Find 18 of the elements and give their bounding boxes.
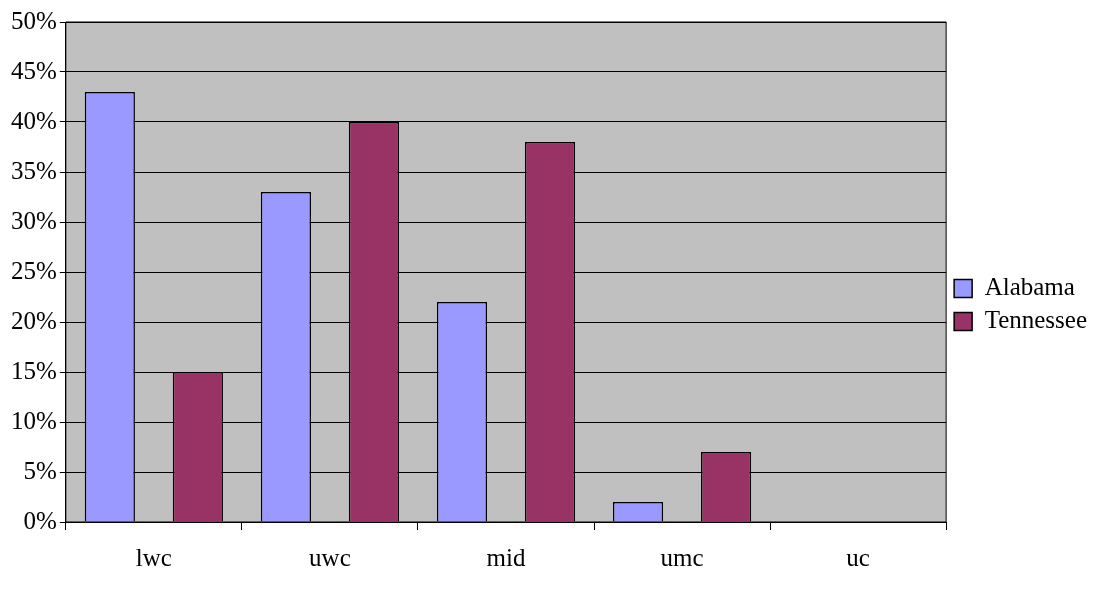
y-tick-label: 25% xyxy=(11,256,57,284)
x-tick-label: uwc xyxy=(309,543,351,571)
legend-label: Tennessee xyxy=(984,306,1088,334)
y-tick-label: 5% xyxy=(23,456,57,484)
y-tick-label: 35% xyxy=(11,156,57,184)
legend-label: Alabama xyxy=(984,273,1075,301)
y-tick-label: 15% xyxy=(11,356,57,384)
x-tick-label: uc xyxy=(846,543,870,571)
x-tick-label: umc xyxy=(660,543,704,571)
x-tick-label: mid xyxy=(486,543,526,571)
y-tick-label: 45% xyxy=(11,56,57,84)
y-tick-label: 40% xyxy=(11,106,57,134)
y-tick-label: 30% xyxy=(11,206,57,234)
y-tick-label: 20% xyxy=(11,306,57,334)
y-tick-label: 0% xyxy=(23,506,57,534)
y-tick-label: 50% xyxy=(11,6,57,34)
y-tick-label: 10% xyxy=(11,406,57,434)
x-tick-label: lwc xyxy=(135,543,172,571)
